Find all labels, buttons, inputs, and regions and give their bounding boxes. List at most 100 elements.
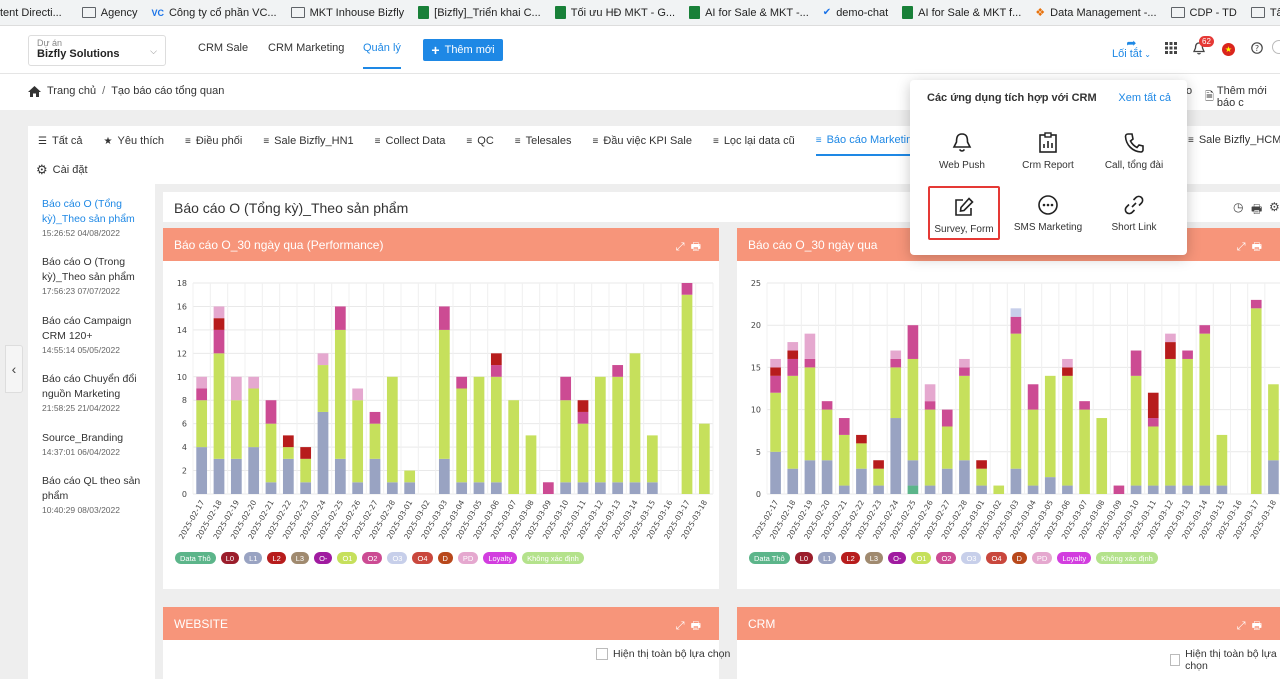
legend-item[interactable]: O1 (337, 552, 358, 564)
home-icon[interactable] (28, 85, 41, 97)
legend-item[interactable]: L3 (864, 552, 884, 564)
bar-segment[interactable] (542, 482, 554, 494)
legend-item[interactable]: O3 (961, 552, 982, 564)
bar-segment[interactable] (334, 329, 346, 459)
bookmark-item[interactable]: Tối ưu HĐ MKT - G... (554, 6, 675, 19)
nav-quan-ly[interactable]: Quản lý (363, 42, 401, 69)
bar-segment[interactable] (265, 400, 277, 424)
expand-icon[interactable]: ⤢ (1236, 620, 1252, 632)
report-list-item[interactable]: Source_Branding 14:37:01 06/04/2022 (42, 431, 142, 457)
bar-segment[interactable] (890, 367, 902, 419)
bar-segment[interactable] (525, 435, 537, 494)
bar-segment[interactable] (804, 460, 816, 494)
bar-segment[interactable] (456, 482, 468, 494)
legend-item[interactable]: O1 (911, 552, 932, 564)
bookmark-item[interactable]: CDP - TD (1170, 7, 1237, 19)
apps-grid-icon[interactable] (1165, 42, 1177, 57)
bar-segment[interactable] (490, 365, 502, 377)
gear-icon[interactable]: ⚙ (1269, 200, 1280, 214)
app-call-center[interactable]: Call, tổng đài (1098, 132, 1170, 171)
report-list-item[interactable]: Báo cáo QL theo sản phẩm 10:40:29 08/03/2… (42, 474, 142, 515)
bar-segment[interactable] (265, 423, 277, 483)
bar-segment[interactable] (787, 375, 799, 469)
bar-segment[interactable] (1079, 401, 1090, 410)
legend-item[interactable]: L3 (290, 552, 310, 564)
bar-segment[interactable] (386, 376, 398, 483)
bookmark-item[interactable]: ✔ demo-chat (823, 7, 888, 19)
tab-item[interactable]: ≡ QC (466, 134, 493, 156)
bookmark-item[interactable]: AI for Sale & MKT f... (902, 6, 1021, 19)
bar-segment[interactable] (1199, 325, 1211, 334)
bar-segment[interactable] (1044, 375, 1056, 478)
bar-segment[interactable] (681, 283, 693, 295)
bar-segment[interactable] (456, 376, 468, 389)
bar-segment[interactable] (959, 358, 970, 368)
bar-segment[interactable] (352, 482, 364, 494)
bar-segment[interactable] (456, 388, 468, 483)
bar-segment[interactable] (804, 358, 816, 368)
bar-segment[interactable] (838, 434, 850, 486)
bar-segment[interactable] (490, 376, 502, 483)
bar-segment[interactable] (856, 443, 867, 469)
bar-segment[interactable] (1182, 485, 1193, 494)
bar-segment[interactable] (352, 400, 364, 483)
bar-segment[interactable] (890, 350, 902, 359)
bar-segment[interactable] (770, 367, 781, 376)
bookmark-item[interactable]: VC Công ty cổ phần VC... (151, 7, 276, 19)
bar-segment[interactable] (890, 418, 902, 494)
bar-segment[interactable] (1130, 375, 1142, 486)
tab-item[interactable]: ≡ Collect Data (375, 134, 446, 156)
bar-segment[interactable] (594, 482, 606, 494)
bar-segment[interactable] (282, 458, 294, 494)
bar-segment[interactable] (352, 388, 364, 401)
expand-icon[interactable]: ⤢ (1236, 241, 1252, 253)
bar-segment[interactable] (1027, 485, 1039, 494)
legend-item[interactable]: O3 (387, 552, 408, 564)
bar-segment[interactable] (976, 485, 987, 494)
app-short-link[interactable]: Short Link (1098, 194, 1170, 233)
bar-segment[interactable] (508, 400, 520, 494)
collapse-sidebar-button[interactable]: ‹ (5, 345, 23, 393)
bar-segment[interactable] (577, 411, 589, 424)
bar-segment[interactable] (976, 468, 987, 486)
legend-item[interactable]: Không xác định (1096, 552, 1158, 564)
bar-segment[interactable] (1010, 468, 1022, 494)
bar-segment[interactable] (1096, 418, 1108, 494)
bar-segment[interactable] (300, 458, 312, 483)
bar-segment[interactable] (196, 447, 208, 494)
print-icon[interactable]: 🖶 (690, 620, 707, 632)
bookmark-item[interactable]: ❖ Data Management -... (1035, 6, 1156, 20)
tab-item[interactable]: ≡ Đầu việc KPI Sale (592, 134, 692, 156)
bar-segment[interactable] (787, 358, 799, 376)
bar-segment[interactable] (369, 411, 381, 424)
bar-segment[interactable] (924, 409, 936, 486)
bar-segment[interactable] (213, 329, 225, 354)
bar-segment[interactable] (560, 482, 572, 494)
tab-item[interactable]: ★ Yêu thích (104, 134, 164, 156)
bar-segment[interactable] (1216, 434, 1228, 486)
bar-segment[interactable] (248, 376, 260, 389)
bar-segment[interactable] (873, 460, 884, 469)
add-report-button[interactable]: 🗎 Thêm mới báo c (1205, 85, 1280, 109)
bar-segment[interactable] (213, 306, 225, 319)
legend-item[interactable]: O- (888, 552, 907, 564)
bar-segment[interactable] (976, 460, 987, 469)
bar-segment[interactable] (804, 333, 816, 359)
bar-segment[interactable] (317, 365, 329, 412)
bar-segment[interactable] (1147, 418, 1159, 427)
bar-segment[interactable] (959, 375, 970, 461)
bar-segment[interactable] (804, 367, 816, 461)
bar-segment[interactable] (629, 353, 641, 483)
bar-segment[interactable] (1044, 477, 1056, 494)
right-action-o[interactable]: o (1186, 85, 1193, 97)
bar-segment[interactable] (1268, 384, 1279, 461)
bar-segment[interactable] (196, 400, 208, 448)
bar-segment[interactable] (1165, 333, 1176, 343)
print-icon[interactable]: 🖶 (1251, 241, 1268, 253)
bar-segment[interactable] (838, 485, 850, 494)
bar-segment[interactable] (1268, 460, 1279, 494)
bar-segment[interactable] (1010, 308, 1022, 317)
bar-segment[interactable] (1130, 350, 1142, 376)
expand-icon[interactable]: ⤢ (675, 620, 691, 632)
bar-segment[interactable] (300, 482, 312, 494)
